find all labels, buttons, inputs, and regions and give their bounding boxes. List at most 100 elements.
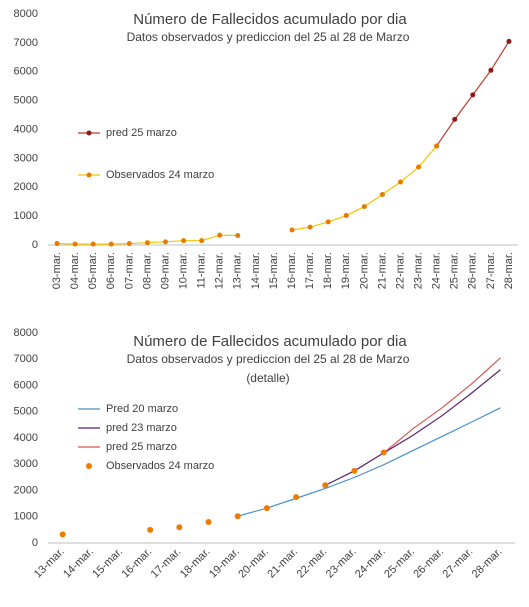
data-point bbox=[59, 531, 66, 538]
data-point bbox=[199, 238, 205, 244]
x-tick-label: 25-mar. bbox=[382, 546, 417, 581]
x-tick-label: 24-mar. bbox=[431, 252, 443, 289]
x-tick-label: 17-mar. bbox=[149, 546, 184, 581]
x-tick-label: 14-mar. bbox=[61, 546, 96, 581]
y-tick-label: 3000 bbox=[14, 458, 38, 470]
y-tick-label: 1000 bbox=[14, 210, 38, 222]
y-tick-label: 7000 bbox=[14, 37, 38, 49]
x-tick-label: 21-mar. bbox=[376, 252, 388, 289]
legend-marker bbox=[86, 463, 92, 469]
y-tick-label: 6000 bbox=[14, 66, 38, 78]
x-tick-label: 13-mar. bbox=[32, 546, 67, 581]
data-point bbox=[488, 67, 494, 73]
data-point bbox=[325, 219, 331, 225]
x-tick-label: 04-mar. bbox=[69, 252, 81, 289]
x-tick-label: 26-mar. bbox=[411, 546, 446, 581]
data-point bbox=[293, 494, 300, 501]
data-point bbox=[380, 449, 387, 456]
data-point bbox=[54, 241, 60, 247]
chart-subtitle: (detalle) bbox=[246, 371, 289, 385]
y-tick-label: 2000 bbox=[14, 484, 38, 496]
x-tick-label: 20-mar. bbox=[236, 546, 271, 581]
x-tick-label: 24-mar. bbox=[353, 546, 388, 581]
x-tick-label: 20-mar. bbox=[358, 252, 370, 289]
data-point bbox=[176, 524, 183, 531]
y-tick-label: 3000 bbox=[14, 152, 38, 164]
legend-label: Pred 20 marzo bbox=[106, 403, 178, 415]
data-point bbox=[506, 38, 512, 44]
chart-title: Número de Fallecidos acumulado por dia bbox=[133, 333, 407, 350]
x-tick-label: 18-mar. bbox=[178, 546, 213, 581]
data-point bbox=[217, 232, 223, 238]
x-tick-label: 14-mar. bbox=[250, 252, 262, 289]
x-tick-label: 23-mar. bbox=[324, 546, 359, 581]
data-point bbox=[181, 238, 187, 244]
y-tick-label: 5000 bbox=[14, 406, 38, 418]
legend-label: pred 25 marzo bbox=[106, 127, 177, 139]
x-tick-label: 27-mar. bbox=[485, 252, 497, 289]
series-line bbox=[291, 145, 438, 231]
chart-subtitle: Datos observados y prediccion del 25 al … bbox=[127, 30, 410, 44]
legend-marker bbox=[86, 130, 92, 136]
x-tick-label: 22-mar. bbox=[394, 252, 406, 289]
x-tick-label: 27-mar. bbox=[441, 546, 476, 581]
x-tick-label: 16-mar. bbox=[119, 546, 154, 581]
data-point bbox=[351, 467, 358, 474]
x-tick-label: 25-mar. bbox=[449, 252, 461, 289]
x-tick-label: 08-mar. bbox=[141, 252, 153, 289]
y-tick-label: 0 bbox=[32, 537, 38, 549]
data-point bbox=[307, 224, 313, 230]
data-point bbox=[234, 513, 241, 520]
y-tick-label: 4000 bbox=[14, 123, 38, 135]
y-tick-label: 8000 bbox=[14, 8, 38, 20]
chart-subtitle: Datos observados y prediccion del 25 al … bbox=[127, 352, 410, 366]
data-point bbox=[322, 482, 329, 489]
y-tick-label: 6000 bbox=[14, 379, 38, 391]
data-point bbox=[126, 241, 132, 247]
data-point bbox=[289, 227, 295, 233]
data-point bbox=[108, 241, 114, 247]
x-tick-label: 16-mar. bbox=[286, 252, 298, 289]
data-point bbox=[163, 239, 168, 245]
x-tick-label: 19-mar. bbox=[340, 252, 352, 289]
y-tick-label: 8000 bbox=[14, 327, 38, 339]
x-tick-label: 13-mar. bbox=[232, 252, 244, 289]
x-tick-label: 22-mar. bbox=[295, 546, 330, 581]
y-tick-label: 2000 bbox=[14, 181, 38, 193]
legend-label: pred 25 marzo bbox=[106, 441, 177, 453]
legend-label: Observados 24 marzo bbox=[106, 460, 214, 472]
series-line bbox=[325, 369, 501, 486]
data-point bbox=[205, 519, 212, 525]
data-point bbox=[235, 232, 241, 238]
x-tick-label: 18-mar. bbox=[322, 252, 334, 289]
chart-title: Número de Fallecidos acumulado por dia bbox=[133, 11, 407, 28]
x-tick-label: 09-mar. bbox=[159, 252, 171, 289]
data-point bbox=[379, 191, 385, 197]
x-tick-label: 06-mar. bbox=[105, 252, 117, 289]
x-tick-label: 23-mar. bbox=[412, 252, 424, 289]
x-tick-label: 11-mar. bbox=[196, 252, 208, 288]
data-point bbox=[452, 116, 458, 122]
x-tick-label: 28-mar. bbox=[503, 252, 515, 289]
data-point bbox=[416, 164, 422, 170]
x-tick-label: 10-mar. bbox=[177, 252, 189, 289]
data-point bbox=[434, 143, 440, 149]
x-tick-label: 03-mar. bbox=[51, 252, 63, 289]
x-tick-label: 17-mar. bbox=[304, 252, 316, 289]
data-point bbox=[343, 213, 349, 219]
legend-marker bbox=[86, 172, 92, 178]
data-point bbox=[470, 92, 476, 98]
y-tick-label: 7000 bbox=[14, 353, 38, 365]
legend-label: pred 23 marzo bbox=[106, 422, 177, 434]
x-tick-label: 21-mar. bbox=[265, 546, 300, 581]
x-tick-label: 05-mar. bbox=[87, 252, 99, 289]
x-tick-label: 19-mar. bbox=[207, 546, 242, 581]
data-point bbox=[90, 241, 96, 247]
series-line bbox=[237, 407, 501, 517]
x-tick-label: 12-mar. bbox=[214, 252, 226, 289]
x-tick-label: 07-mar. bbox=[123, 252, 135, 289]
y-tick-label: 5000 bbox=[14, 95, 38, 107]
legend-label: Observados 24 marzo bbox=[106, 169, 214, 181]
x-tick-label: 26-mar. bbox=[467, 252, 479, 289]
series-line bbox=[383, 357, 501, 454]
